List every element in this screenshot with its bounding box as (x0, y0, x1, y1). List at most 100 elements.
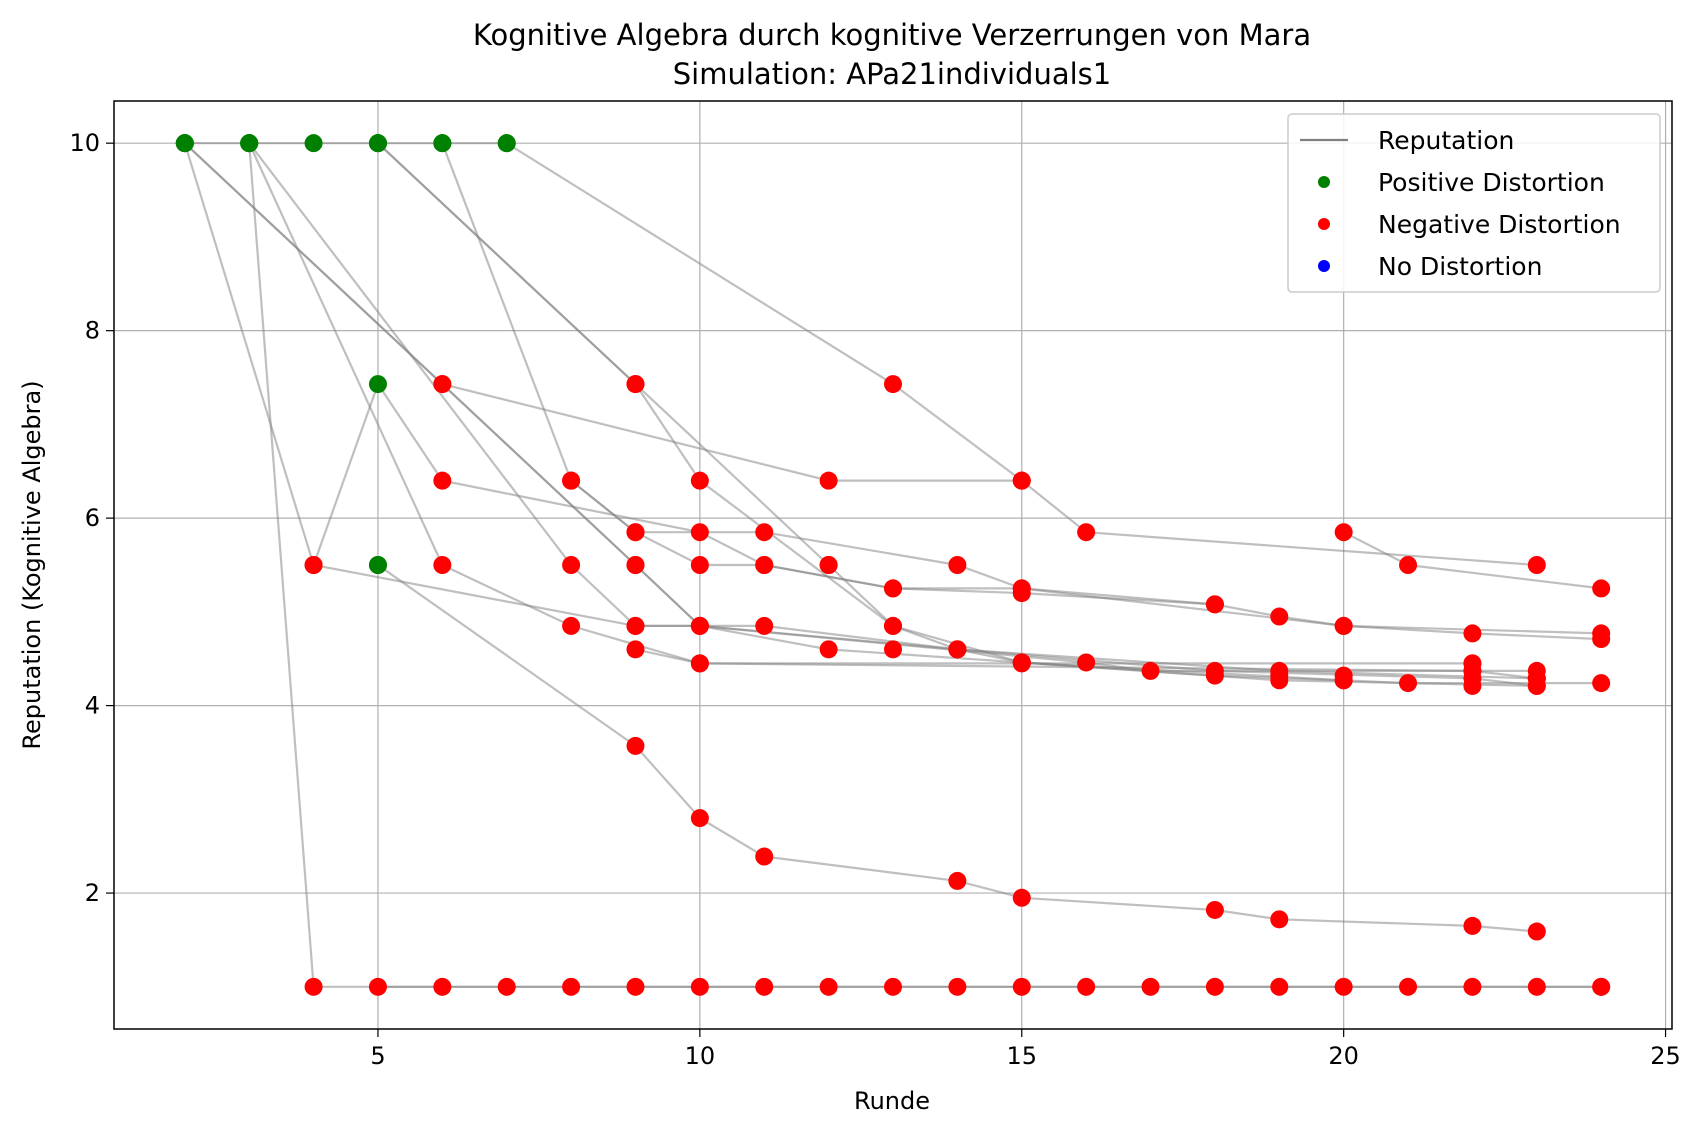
negative-distortion-point (1463, 654, 1482, 673)
negative-distortion-point (1592, 630, 1611, 649)
positive-distortion-point (497, 134, 516, 153)
negative-distortion-point (1205, 595, 1224, 614)
negative-distortion-point (1270, 910, 1289, 929)
negative-distortion-point (626, 640, 645, 659)
negative-distortion-point (1592, 977, 1611, 996)
legend-label: Positive Distortion (1378, 168, 1605, 197)
negative-distortion-point (884, 375, 902, 394)
negative-distortion-point (755, 556, 774, 574)
negative-distortion-point (562, 556, 581, 574)
negative-distortion-point (884, 640, 902, 659)
negative-distortion-point (884, 579, 902, 598)
positive-distortion-point (368, 134, 387, 153)
positive-distortion-point (175, 134, 194, 153)
negative-distortion-point (626, 523, 645, 542)
negative-distortion-point (755, 847, 774, 866)
legend-label: No Distortion (1378, 252, 1542, 281)
x-tick-label: 5 (370, 1042, 385, 1070)
x-axis-label: Runde (854, 1087, 930, 1115)
y-axis-label: Reputation (Kognitive Algebra) (18, 380, 46, 749)
negative-distortion-point (433, 977, 452, 996)
negative-distortion-point (819, 556, 838, 574)
negative-distortion-point (948, 640, 967, 659)
y-tick-label: 2 (85, 879, 100, 907)
negative-distortion-point (755, 616, 774, 635)
y-tick-label: 6 (85, 504, 100, 532)
x-axis-ticks: 5 10 15 20 25 (370, 1029, 1681, 1070)
negative-distortion-point (1205, 900, 1224, 919)
x-tick-label: 25 (1650, 1042, 1681, 1070)
reputation-line (377, 564, 1537, 933)
negative-distortion-point (433, 375, 452, 394)
negative-distortion-point (1270, 977, 1289, 996)
negative-distortion-point (819, 977, 838, 996)
negative-distortion-point (884, 616, 902, 635)
negative-distortion-point (497, 977, 516, 996)
negative-distortion-point (1334, 666, 1353, 685)
negative-distortion-point (690, 556, 709, 574)
negative-distortion-point (1527, 669, 1546, 688)
negative-distortion-point (1592, 579, 1611, 598)
negative-distortion-point (626, 375, 645, 394)
negative-distortion-point (1463, 916, 1482, 935)
negative-distortion-point (562, 616, 581, 635)
legend-dot-swatch (1318, 176, 1330, 188)
data-points (175, 134, 1611, 996)
negative-distortion-point (1334, 616, 1353, 635)
negative-distortion-point (1592, 674, 1611, 693)
chart-subtitle: Simulation: APa21individuals1 (673, 57, 1111, 91)
y-tick-label: 8 (85, 317, 100, 345)
negative-distortion-point (1012, 471, 1031, 490)
x-tick-label: 10 (685, 1042, 716, 1070)
negative-distortion-point (884, 977, 902, 996)
negative-distortion-point (1012, 888, 1031, 907)
negative-distortion-point (948, 977, 967, 996)
negative-distortion-point (819, 471, 838, 490)
negative-distortion-point (1077, 653, 1096, 672)
negative-distortion-point (1012, 977, 1031, 996)
positive-distortion-point (433, 134, 452, 153)
x-tick-label: 15 (1006, 1042, 1037, 1070)
legend: Reputation Positive Distortion Negative Di… (1287, 113, 1661, 293)
negative-distortion-point (562, 977, 581, 996)
negative-distortion-point (1205, 666, 1224, 685)
positive-distortion-point (240, 134, 259, 153)
negative-distortion-point (948, 871, 967, 890)
negative-distortion-point (433, 556, 452, 574)
negative-distortion-point (755, 977, 774, 996)
negative-distortion-point (1527, 556, 1546, 574)
negative-distortion-point (1527, 922, 1546, 941)
negative-distortion-point (1141, 977, 1160, 996)
positive-distortion-point (304, 134, 323, 153)
negative-distortion-point (690, 977, 709, 996)
legend-label: Negative Distortion (1378, 210, 1621, 239)
negative-distortion-point (626, 977, 645, 996)
negative-distortion-point (690, 616, 709, 635)
negative-distortion-point (1527, 977, 1546, 996)
negative-distortion-point (1077, 523, 1096, 542)
negative-distortion-point (626, 556, 645, 574)
negative-distortion-point (1463, 676, 1482, 695)
negative-distortion-point (690, 523, 709, 542)
negative-distortion-point (1334, 977, 1353, 996)
negative-distortion-point (690, 809, 709, 828)
negative-distortion-point (304, 977, 323, 996)
legend-dot-swatch (1318, 218, 1330, 230)
negative-distortion-point (819, 640, 838, 659)
negative-distortion-point (368, 977, 387, 996)
negative-distortion-point (304, 556, 323, 574)
negative-distortion-point (1141, 661, 1160, 680)
legend-label: Reputation (1378, 126, 1514, 155)
negative-distortion-point (755, 523, 774, 542)
negative-distortion-point (690, 471, 709, 490)
positive-distortion-point (368, 375, 387, 394)
negative-distortion-point (626, 616, 645, 635)
negative-distortion-point (1012, 653, 1031, 672)
legend-dot-swatch (1318, 260, 1330, 272)
negative-distortion-point (1463, 977, 1482, 996)
positive-distortion-point (368, 556, 387, 574)
negative-distortion-point (1270, 607, 1289, 626)
reputation-line (377, 142, 1537, 687)
